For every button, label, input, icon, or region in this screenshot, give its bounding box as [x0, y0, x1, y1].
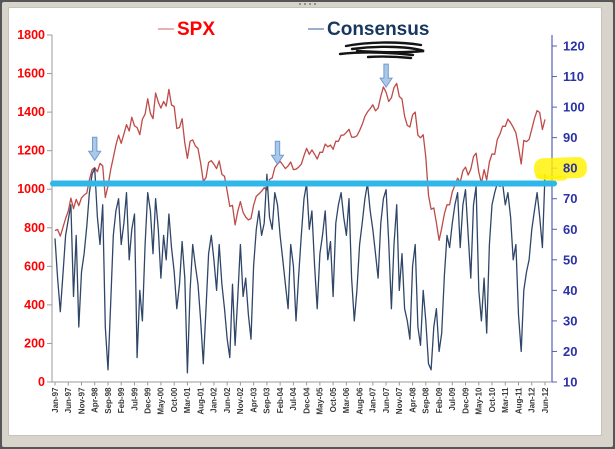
x-axis-tick-label: Aug-01	[197, 387, 206, 415]
x-axis-tick-label: Apr-08	[408, 387, 417, 413]
x-axis-tick-label: Jan-02	[210, 387, 219, 413]
x-axis-tick-label: Jan-97	[51, 387, 60, 413]
left-axis-tick-label: 1400	[17, 105, 45, 119]
x-axis-tick-label: Feb-04	[276, 387, 285, 413]
right-axis-tick-label: 20	[563, 344, 577, 359]
chart-background	[8, 7, 602, 436]
right-axis-tick-label: 10	[563, 375, 577, 390]
left-axis-tick-label: 800	[24, 221, 45, 235]
x-axis-tick-label: Jul-04	[289, 387, 298, 411]
left-axis-tick-label: 1200	[17, 144, 45, 158]
down-arrow-annotation	[87, 136, 102, 162]
x-axis-tick-label: Jun-07	[382, 387, 391, 413]
x-axis-tick-label: Nov-07	[395, 387, 404, 414]
down-arrow-annotation	[379, 63, 394, 89]
x-axis-tick-label: Apr-03	[249, 387, 258, 413]
consensus-series-line	[54, 167, 546, 374]
x-axis-tick-label: Dec-09	[461, 387, 470, 414]
right-axis-tick-label: 110	[563, 69, 584, 84]
x-axis-tick-label: Mar-11	[501, 387, 510, 413]
left-axis-tick-label: 400	[24, 298, 45, 312]
right-axis-tick-label: 100	[563, 100, 585, 115]
x-axis-tick-label: Apr-98	[91, 387, 100, 413]
x-axis-tick-label: Feb-09	[435, 387, 444, 413]
x-axis-tick-label: May-10	[475, 387, 484, 415]
splitter-handle-dots[interactable]	[299, 2, 323, 6]
x-axis-tick-label: Jun-12	[541, 387, 550, 413]
left-axis-tick-label: 200	[24, 336, 45, 350]
x-axis-tick-label: Nov-02	[236, 387, 245, 414]
right-axis-tick-label: 120	[563, 39, 585, 54]
x-axis-tick-label: Sep-08	[422, 387, 431, 414]
x-axis-tick-label: Sep-03	[263, 387, 272, 414]
x-axis-tick-label: May-00	[157, 387, 166, 415]
right-axis-tick-label: 80	[563, 161, 577, 176]
x-axis-tick-label: Jun-02	[223, 387, 232, 413]
x-axis-tick-label: Dec-04	[302, 387, 311, 414]
yellow-highlight-annotation	[533, 157, 588, 180]
x-axis-tick-label: Aug-11	[514, 387, 523, 414]
x-axis-tick-label: May-05	[316, 387, 325, 415]
x-axis-tick-label: Mar-01	[183, 387, 192, 413]
left-axis-tick-label: 1800	[17, 28, 45, 42]
x-axis-tick-label: Oct-10	[488, 387, 497, 412]
left-axis-tick-label: 1600	[17, 67, 45, 81]
yellow-highlight-annotation	[535, 173, 567, 181]
x-axis-tick-label: Oct-00	[170, 387, 179, 412]
right-axis-tick-label: 60	[563, 222, 577, 237]
x-axis-tick-label: Jul-99	[130, 387, 139, 411]
x-axis-tick-label: Oct-05	[329, 387, 338, 412]
x-axis-tick-label: Mar-06	[342, 387, 351, 413]
x-axis-tick-label: Jun-97	[64, 387, 73, 413]
right-axis-tick-label: 50	[563, 252, 577, 267]
spx-series-line	[54, 82, 546, 241]
left-axis-tick-label: 1000	[17, 182, 45, 196]
x-axis-tick-label: Sep-98	[104, 387, 113, 414]
left-axis-tick-label: 600	[24, 259, 45, 273]
right-axis-tick-label: 30	[563, 313, 577, 328]
x-axis-tick-label: Feb-99	[117, 387, 126, 413]
left-axis-tick-label: 0	[38, 375, 45, 389]
down-arrow-annotation	[270, 140, 285, 166]
x-axis-tick-label: Nov-97	[77, 387, 86, 414]
x-axis-tick-label: Dec-99	[144, 387, 153, 414]
right-axis-tick-label: 70	[563, 191, 577, 206]
x-axis-tick-label: Jan-12	[528, 387, 537, 413]
x-axis-tick-label: Aug-06	[355, 387, 364, 415]
right-axis-tick-label: 90	[563, 130, 577, 145]
scribble-annotation	[338, 41, 425, 60]
x-axis-tick-label: Jul-09	[448, 387, 457, 411]
right-axis-tick-label: 40	[563, 283, 577, 298]
spx-legend-label: SPX	[177, 19, 215, 40]
x-axis-tick-label: Jan-07	[369, 387, 378, 413]
legend: SPX Consensus	[158, 19, 429, 40]
consensus-legend-label: Consensus	[327, 19, 429, 40]
